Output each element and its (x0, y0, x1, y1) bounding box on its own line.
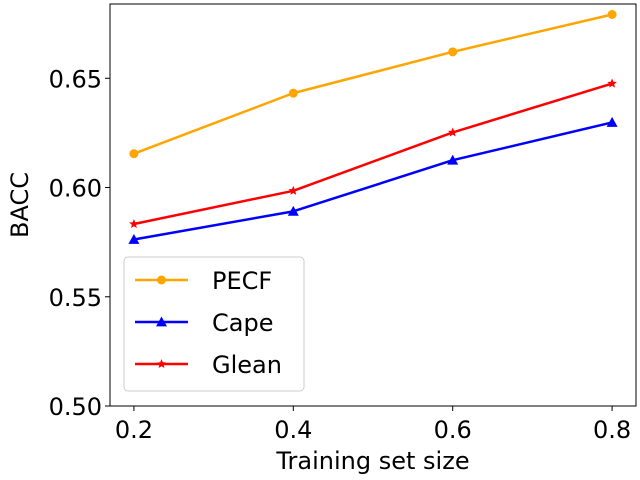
data-point (129, 149, 139, 159)
y-axis-title: BACC (6, 172, 34, 238)
legend: PECF Cape Glean (123, 256, 305, 392)
x-tick-label: 0.2 (115, 416, 153, 444)
data-point (606, 116, 618, 127)
data-point (287, 205, 299, 216)
y-tick-label: 0.60 (49, 175, 102, 203)
data-point (288, 88, 298, 98)
x-tick-label: 0.4 (274, 416, 312, 444)
series-pecf (129, 9, 617, 159)
legend-label: Cape (212, 309, 273, 337)
data-point (448, 47, 458, 57)
legend-item: Cape (135, 309, 273, 337)
data-point (128, 234, 140, 244)
legend-label: PECF (212, 267, 272, 295)
y-tick-label: 0.65 (49, 65, 102, 93)
legend-label: Glean (212, 351, 282, 379)
legend-marker (156, 316, 167, 327)
series-glean (129, 78, 617, 229)
data-point (447, 154, 459, 165)
series-line (133, 121, 613, 241)
series-cape (128, 116, 618, 244)
legend-box (123, 256, 305, 392)
data-point (607, 78, 617, 88)
x-tick-label: 0.8 (593, 416, 631, 444)
legend-item: Glean (135, 351, 282, 379)
legend-marker (156, 359, 167, 369)
plot-frame (109, 3, 637, 407)
x-axis: 0.2 0.4 0.6 0.8 (115, 406, 631, 444)
series-layer (128, 9, 618, 244)
y-axis: 0.50 0.55 0.60 0.65 (49, 65, 110, 421)
x-tick-label: 0.6 (434, 416, 472, 444)
series-line (133, 13, 613, 155)
legend-item: PECF (135, 267, 272, 295)
x-axis-title: Training set size (275, 447, 469, 475)
legend-marker (157, 275, 166, 285)
y-tick-label: 0.50 (49, 393, 102, 421)
plot-area (109, 3, 637, 407)
y-tick-label: 0.55 (49, 284, 102, 312)
data-point (447, 127, 458, 137)
data-point (288, 185, 299, 195)
data-point (129, 219, 139, 229)
data-point (607, 9, 617, 19)
series-line (133, 82, 613, 226)
